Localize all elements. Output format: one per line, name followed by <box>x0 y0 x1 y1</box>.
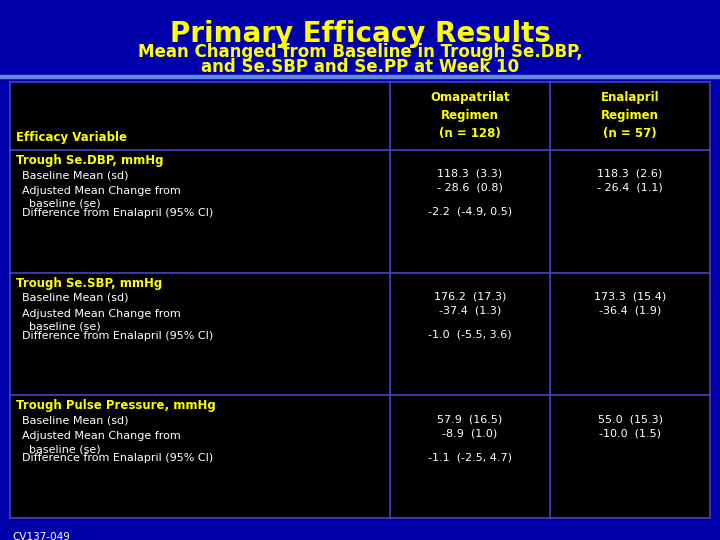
Text: Baseline Mean (sd): Baseline Mean (sd) <box>22 415 128 426</box>
Text: 55.0  (15.3): 55.0 (15.3) <box>598 414 662 424</box>
Text: 57.9  (16.5): 57.9 (16.5) <box>437 414 503 424</box>
Text: -36.4  (1.9): -36.4 (1.9) <box>599 306 661 316</box>
Text: Trough Se.DBP, mmHg: Trough Se.DBP, mmHg <box>16 154 163 167</box>
Text: -8.9  (1.0): -8.9 (1.0) <box>442 428 498 438</box>
Text: Omapatrilat
Regimen
(n = 128): Omapatrilat Regimen (n = 128) <box>430 91 510 140</box>
Text: Difference from Enalapril (95% CI): Difference from Enalapril (95% CI) <box>22 330 213 341</box>
Text: CV137-049: CV137-049 <box>12 532 70 540</box>
Text: 118.3  (3.3): 118.3 (3.3) <box>438 169 503 179</box>
Text: Difference from Enalapril (95% CI): Difference from Enalapril (95% CI) <box>22 454 213 463</box>
Text: Trough Se.SBP, mmHg: Trough Se.SBP, mmHg <box>16 276 162 289</box>
Text: - 28.6  (0.8): - 28.6 (0.8) <box>437 183 503 193</box>
Text: - 26.4  (1.1): - 26.4 (1.1) <box>597 183 663 193</box>
Bar <box>10 82 710 518</box>
Text: 118.3  (2.6): 118.3 (2.6) <box>598 169 662 179</box>
Text: Baseline Mean (sd): Baseline Mean (sd) <box>22 293 128 302</box>
Text: and Se.SBP and Se.PP at Week 10: and Se.SBP and Se.PP at Week 10 <box>201 58 519 76</box>
Text: Trough Pulse Pressure, mmHg: Trough Pulse Pressure, mmHg <box>16 400 216 413</box>
Text: Efficacy Variable: Efficacy Variable <box>16 131 127 144</box>
Text: Mean Changed from Baseline in Trough Se.DBP,: Mean Changed from Baseline in Trough Se.… <box>138 43 582 61</box>
Bar <box>10 82 710 518</box>
Text: 173.3  (15.4): 173.3 (15.4) <box>594 292 666 302</box>
Text: -37.4  (1.3): -37.4 (1.3) <box>439 306 501 316</box>
Text: Enalapril
Regimen
(n = 57): Enalapril Regimen (n = 57) <box>600 91 660 140</box>
Text: Adjusted Mean Change from
  baseline (se): Adjusted Mean Change from baseline (se) <box>22 309 181 332</box>
Bar <box>0 75 720 78</box>
Text: Difference from Enalapril (95% CI): Difference from Enalapril (95% CI) <box>22 208 213 218</box>
Text: -1.1  (-2.5, 4.7): -1.1 (-2.5, 4.7) <box>428 453 512 462</box>
Text: -10.0  (1.5): -10.0 (1.5) <box>599 428 661 438</box>
Text: Adjusted Mean Change from
  baseline (se): Adjusted Mean Change from baseline (se) <box>22 186 181 209</box>
Text: -2.2  (-4.9, 0.5): -2.2 (-4.9, 0.5) <box>428 207 512 217</box>
Text: Primary Efficacy Results: Primary Efficacy Results <box>170 20 550 48</box>
Text: 176.2  (17.3): 176.2 (17.3) <box>434 292 506 302</box>
Text: Baseline Mean (sd): Baseline Mean (sd) <box>22 170 128 180</box>
Text: -1.0  (-5.5, 3.6): -1.0 (-5.5, 3.6) <box>428 329 512 340</box>
Text: Adjusted Mean Change from
  baseline (se): Adjusted Mean Change from baseline (se) <box>22 431 181 454</box>
